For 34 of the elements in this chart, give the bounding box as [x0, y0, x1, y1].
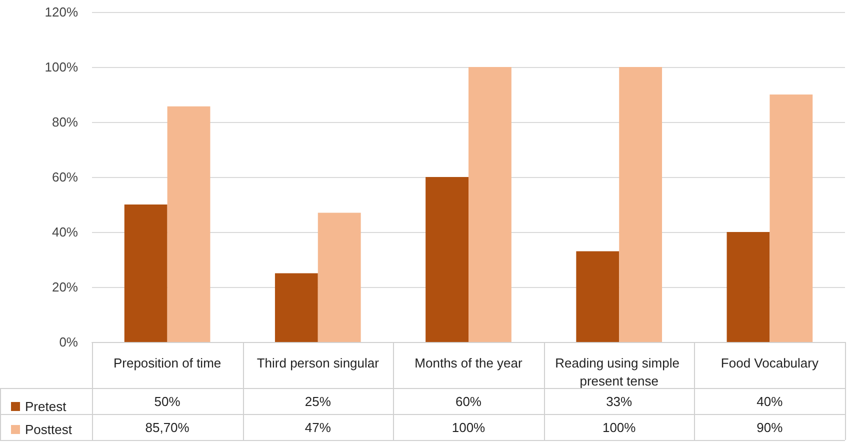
data-label: 25%: [304, 392, 332, 410]
legend-label: Posttest: [25, 422, 72, 437]
y-tick-label: 0%: [59, 334, 78, 350]
x-tick-label: Third person singular: [256, 356, 380, 370]
data-label: 85,70%: [144, 418, 190, 436]
data-label: 47%: [304, 418, 332, 436]
data-label: 100%: [450, 418, 486, 436]
data-label: 33%: [605, 392, 634, 410]
y-tick-label: 20%: [52, 280, 78, 294]
data-label: 90%: [756, 418, 784, 436]
data-label: 60%: [454, 392, 482, 410]
bar: [274, 273, 318, 342]
legend-label: Pretest: [25, 399, 67, 414]
bar: [426, 177, 468, 342]
y-tick-label: 100%: [44, 60, 78, 74]
x-tick-label: Preposition of time: [113, 356, 222, 370]
data-label: 50%: [153, 392, 182, 410]
y-tick-label: 40%: [52, 224, 78, 240]
x-tick-label: Months of the year: [414, 356, 524, 370]
bar: [576, 251, 620, 342]
x-tick-label: Reading using simple present tense: [555, 356, 684, 388]
data-label: 40%: [756, 392, 784, 410]
bar: [770, 94, 813, 342]
bar: [726, 232, 770, 342]
data-label: 100%: [601, 418, 637, 436]
y-tick-label: 80%: [52, 114, 78, 130]
bar: [619, 67, 662, 342]
bar: [468, 67, 512, 342]
bar: [124, 204, 168, 342]
x-tick-label: Food Vocabulary: [720, 356, 819, 370]
bar: [318, 212, 361, 342]
bar: [167, 106, 210, 342]
y-tick-label: 60%: [52, 170, 78, 184]
y-tick-label: 120%: [44, 4, 78, 20]
